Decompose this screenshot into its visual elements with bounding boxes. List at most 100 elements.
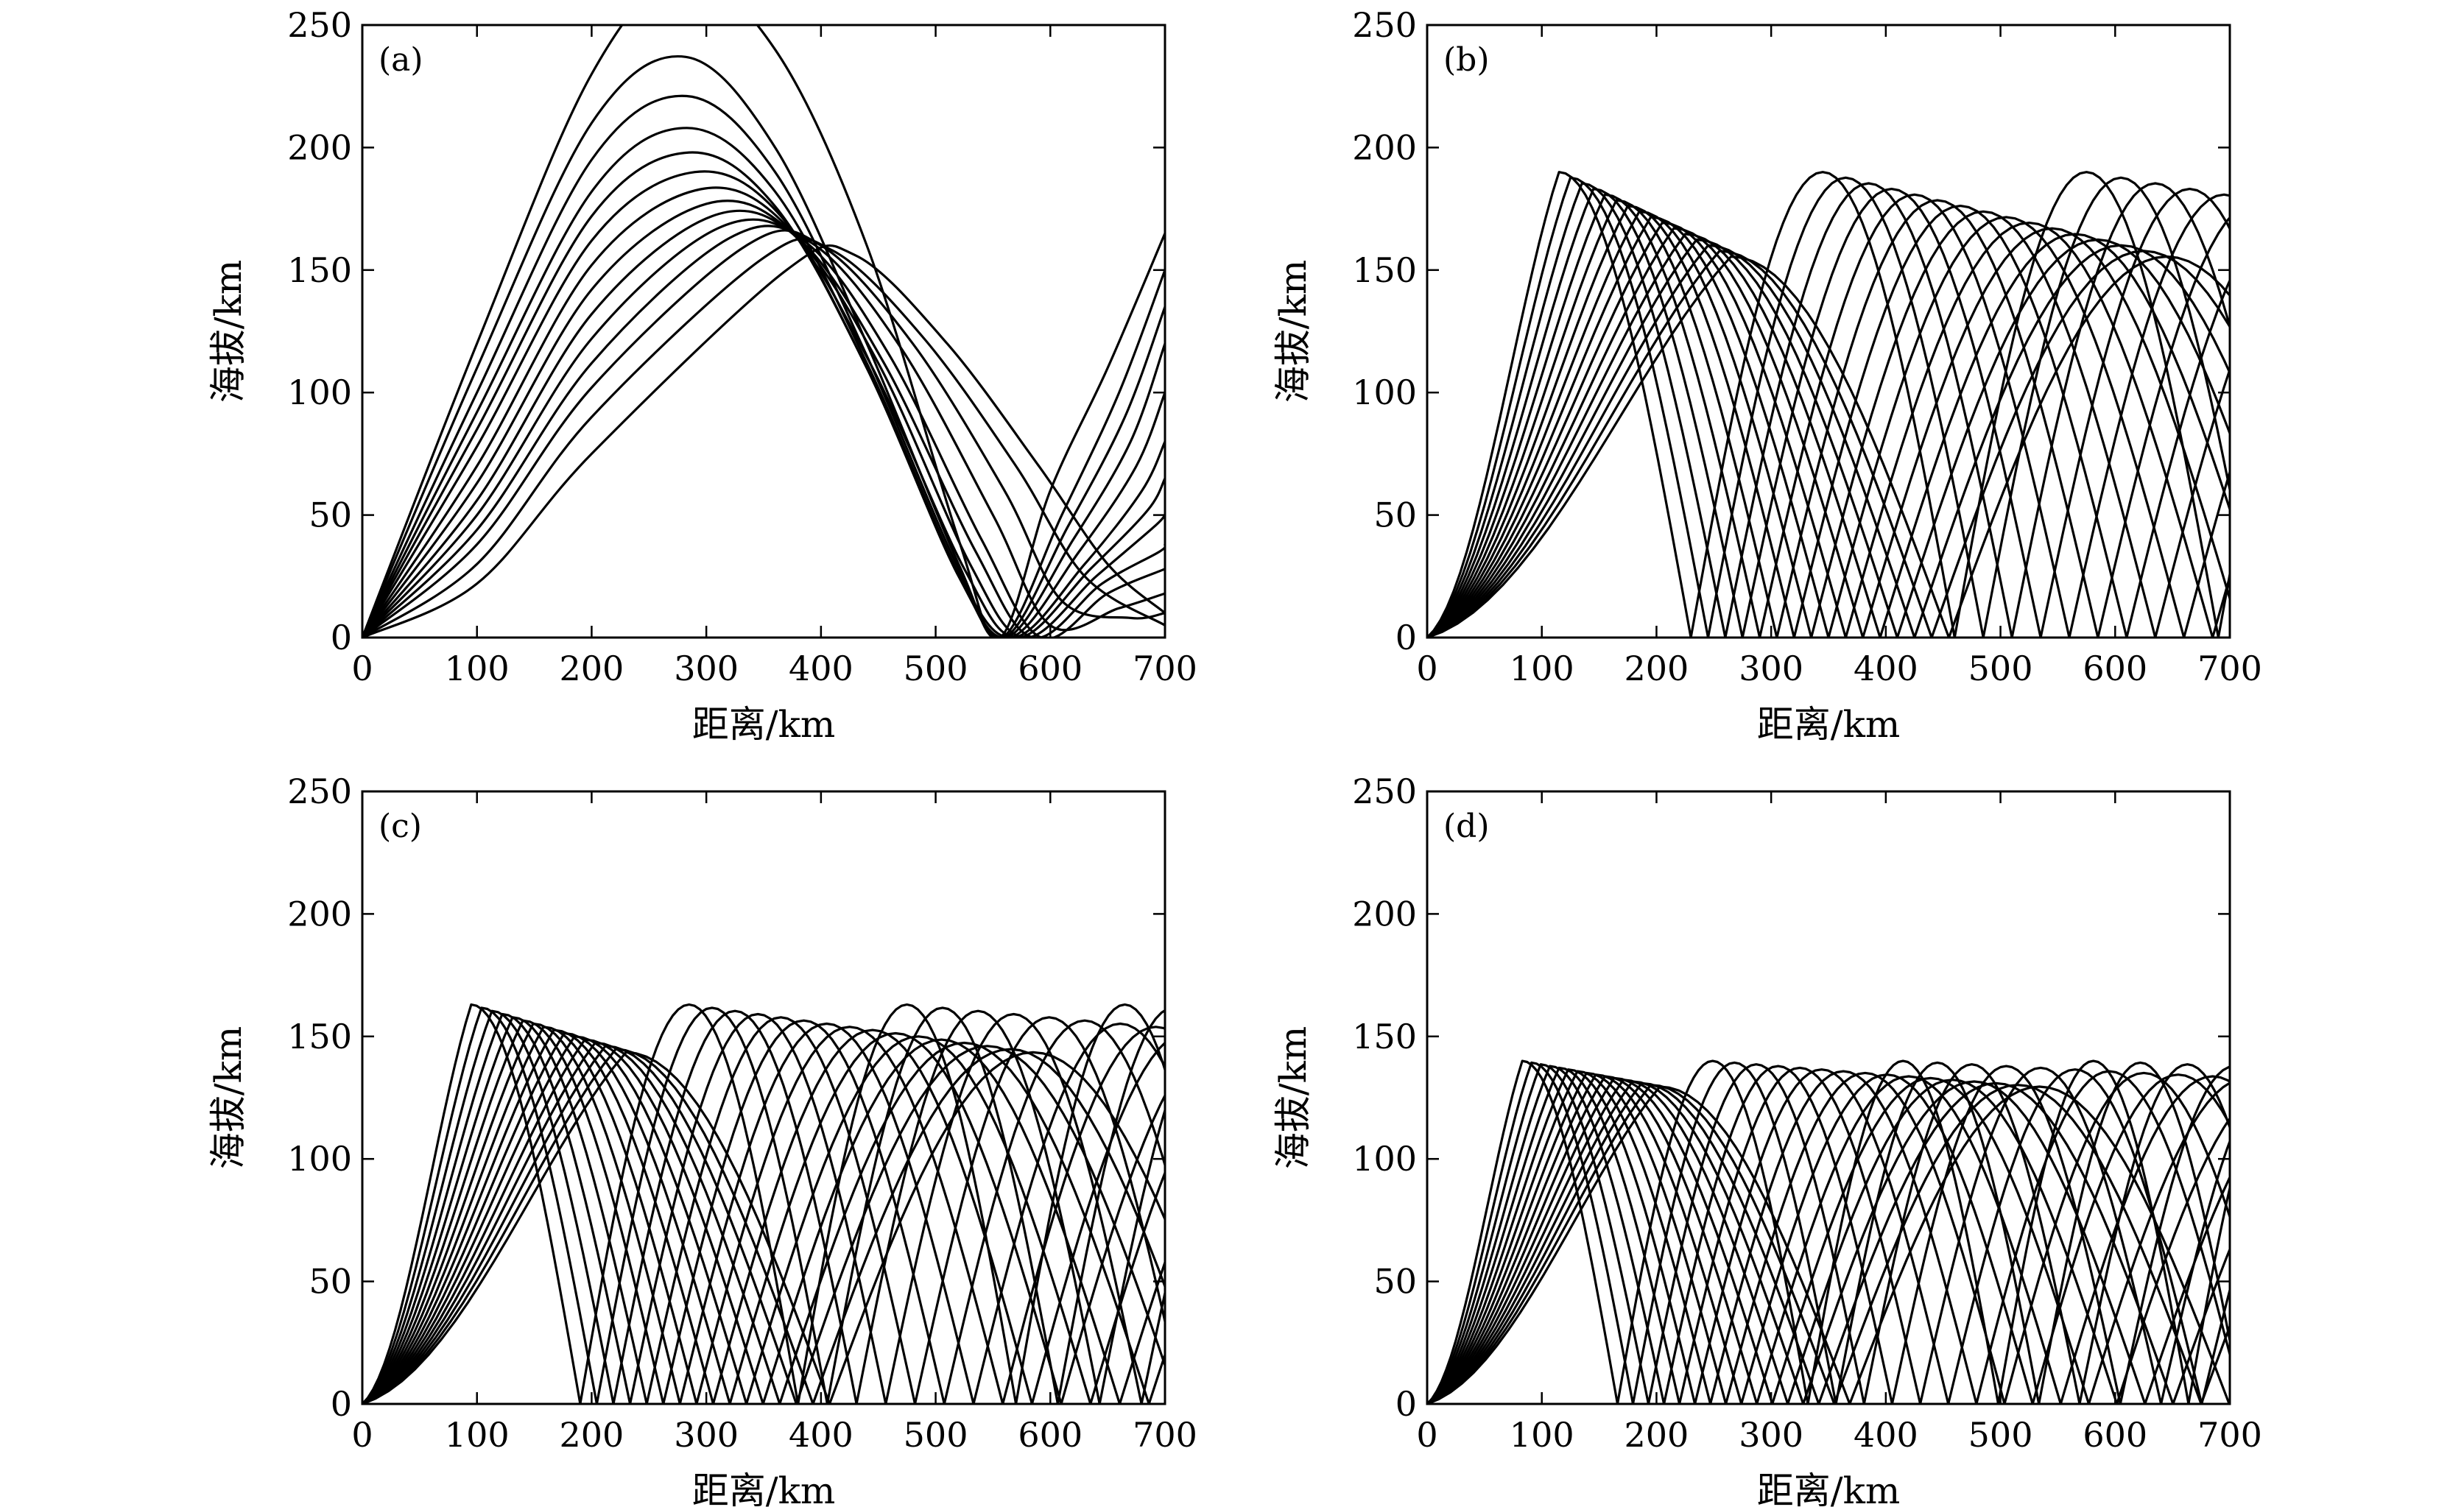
y-tick-label: 150: [287, 1017, 352, 1056]
plot-frame: [1426, 790, 2231, 1405]
series-ray-3: [1427, 182, 2230, 638]
x-tick-label: 300: [674, 1415, 739, 1455]
panel-b: 0 100 200 300 400 500 600 700 0 50 100 150 200 250 距离/…: [1272, 5, 2262, 746]
y-tick-label: 100: [287, 1139, 352, 1179]
y-tick-label: 250: [287, 772, 352, 811]
x-tick-label: 500: [904, 649, 968, 688]
x-tick-label: 200: [560, 1415, 624, 1455]
series-ray-13: [1427, 1080, 2230, 1404]
x-tick-label: 300: [674, 649, 739, 688]
series-ray-14: [362, 244, 1165, 638]
x-tick-label: 100: [1510, 649, 1574, 688]
series-group: [362, 1003, 1165, 1404]
plot-frame: [1426, 24, 2231, 639]
series-ray-9: [362, 209, 1165, 638]
series-ray-16: [1427, 1085, 2230, 1404]
y-axis-title: 海拔/km: [207, 260, 250, 403]
y-tick-label: 0: [1395, 1384, 1417, 1424]
y-tick-label: 200: [287, 894, 352, 934]
x-tick-label: 700: [1133, 1415, 1197, 1455]
y-tick-label: 100: [1352, 1139, 1417, 1179]
series-ray-2: [362, 1006, 1165, 1404]
y-tick-label: 150: [1352, 1017, 1417, 1056]
y-tick-label: 50: [309, 1262, 352, 1302]
panel-d: 0 100 200 300 400 500 600 700 0 50 100 150 200 250 距离/…: [1272, 772, 2262, 1507]
series-ray-8: [1427, 210, 2230, 638]
x-tick-label: 300: [1739, 1415, 1803, 1455]
series-ray-9: [362, 1028, 1165, 1404]
series-ray-6: [1427, 1068, 2230, 1404]
y-tick-label: 150: [1352, 250, 1417, 290]
x-tick-label: 700: [2197, 649, 2262, 688]
y-tick-label: 250: [1352, 5, 1417, 45]
y-tick-label: 0: [331, 618, 352, 657]
y-tick-label: 250: [1352, 772, 1417, 811]
x-tick-label: 100: [1510, 1415, 1574, 1455]
y-tick-label: 150: [287, 250, 352, 290]
series-ray-2: [1427, 176, 2230, 638]
y-tick-label: 100: [1352, 373, 1417, 412]
x-tick-label: 0: [351, 1415, 373, 1455]
series-ray-9: [1427, 1073, 2230, 1404]
series-ray-7: [362, 1022, 1165, 1404]
series-ray-15: [362, 1048, 1165, 1404]
series-ray-6: [362, 1019, 1165, 1404]
x-tick-label: 600: [2083, 1415, 2147, 1455]
series-ray-2: [362, 54, 1165, 638]
series-ray-10: [1427, 1075, 2230, 1404]
plot-frame: [361, 24, 1166, 639]
series-ray-14: [1427, 1081, 2230, 1404]
x-tick-label: 600: [1018, 1415, 1083, 1455]
series-ray-15: [1427, 1084, 2230, 1404]
y-tick-label: 50: [1373, 495, 1417, 535]
y-axis-title: 海拔/km: [207, 1026, 250, 1170]
series-ray-12: [1427, 233, 2230, 638]
x-tick-label: 300: [1739, 649, 1803, 688]
series-ray-14: [362, 1045, 1165, 1404]
series-ray-11: [1427, 1076, 2230, 1404]
series-ray-6: [362, 170, 1165, 638]
y-tick-label: 0: [1395, 618, 1417, 657]
series-ray-10: [1427, 222, 2230, 638]
y-tick-label: 250: [287, 5, 352, 45]
y-tick-label: 50: [1373, 1262, 1417, 1302]
x-tick-label: 400: [789, 649, 853, 688]
series-ray-8: [362, 1026, 1165, 1404]
y-tick-label: 200: [1352, 894, 1417, 934]
series-group: [1427, 1059, 2230, 1404]
series-ray-13: [1427, 238, 2230, 638]
panel-label: (a): [379, 41, 423, 79]
x-tick-label: 100: [445, 649, 510, 688]
series-ray-11: [1427, 227, 2230, 638]
series-ray-8: [362, 200, 1165, 638]
series-ray-12: [362, 1038, 1165, 1404]
series-group: [362, 25, 1165, 638]
x-tick-label: 600: [1018, 649, 1083, 688]
series-ray-3: [362, 1009, 1165, 1404]
series-ray-10: [362, 218, 1165, 638]
series-ray-4: [1427, 188, 2230, 638]
x-axis-title: 距离/km: [1757, 1469, 1901, 1507]
series-ray-5: [1427, 193, 2230, 638]
x-axis-title: 距离/km: [692, 1469, 836, 1507]
y-tick-label: 200: [1352, 127, 1417, 167]
panel-label: (c): [379, 808, 422, 845]
x-tick-label: 0: [351, 649, 373, 688]
panel-label: (d): [1443, 808, 1490, 845]
x-tick-label: 500: [904, 1415, 968, 1455]
plot-frame: [361, 790, 1166, 1405]
y-axis-title: 海拔/km: [1272, 260, 1314, 403]
series-group: [1427, 171, 2230, 638]
x-tick-label: 500: [1968, 649, 2033, 688]
y-tick-label: 200: [287, 127, 352, 167]
panel-label: (b): [1443, 41, 1490, 79]
x-axis-title: 距离/km: [1757, 703, 1901, 746]
series-ray-13: [362, 237, 1165, 638]
series-ray-14: [1427, 244, 2230, 638]
y-tick-label: 50: [309, 495, 352, 535]
x-tick-label: 200: [560, 649, 624, 688]
x-tick-label: 200: [1625, 649, 1689, 688]
series-ray-1: [362, 25, 1165, 638]
series-ray-7: [1427, 1070, 2230, 1404]
